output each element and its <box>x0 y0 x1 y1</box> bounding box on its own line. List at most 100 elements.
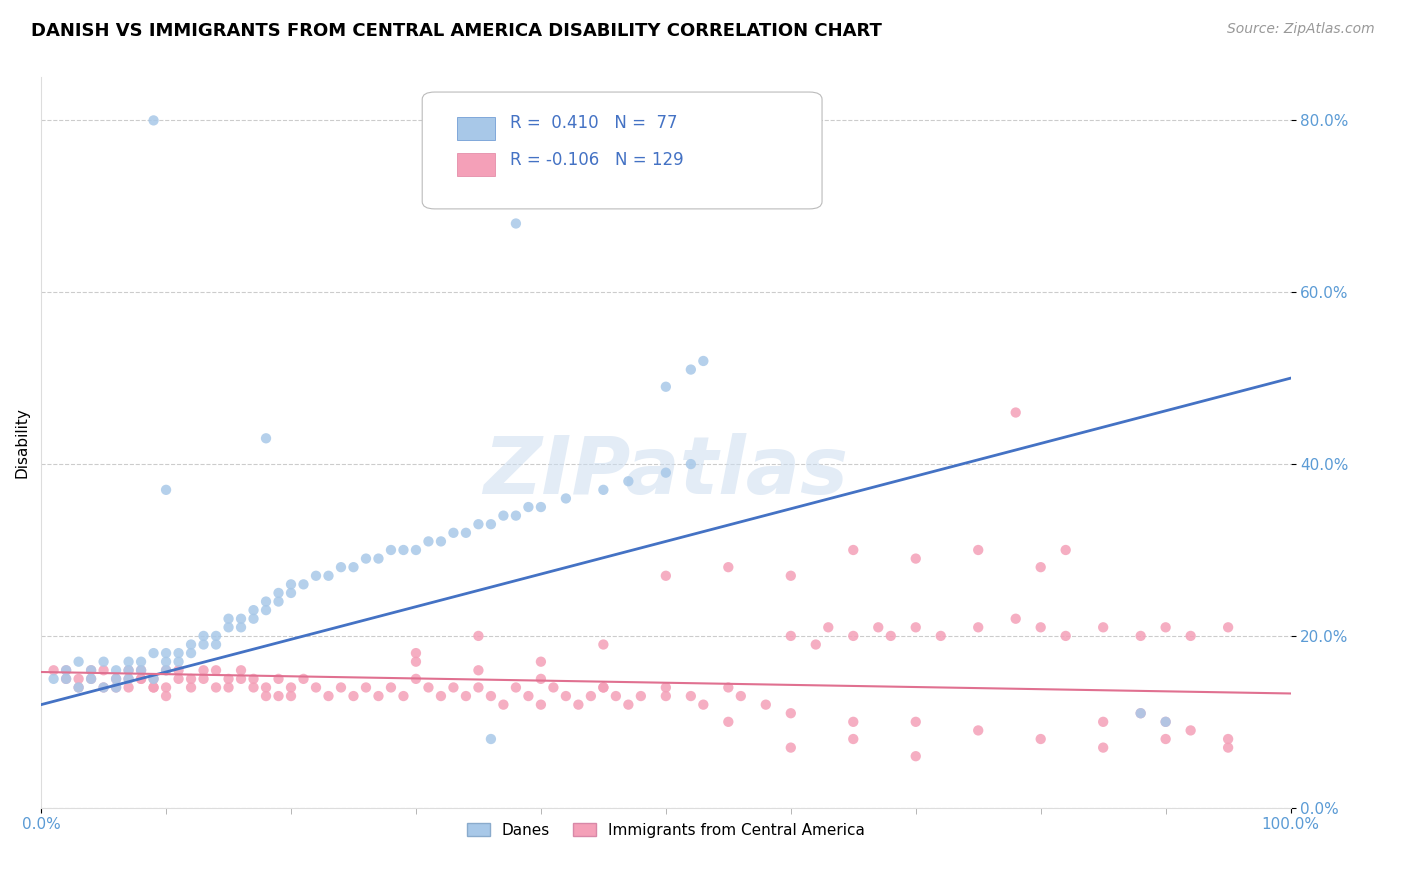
Point <box>679 457 702 471</box>
Point <box>155 646 177 660</box>
Point <box>117 672 139 686</box>
Point <box>1092 740 1115 755</box>
Point <box>129 663 152 677</box>
Point <box>1154 714 1177 729</box>
Point <box>967 620 990 634</box>
Point <box>342 560 364 574</box>
Text: R = -0.106   N = 129: R = -0.106 N = 129 <box>509 151 683 169</box>
Point <box>67 681 90 695</box>
Point <box>205 681 228 695</box>
Point <box>42 663 65 677</box>
Point <box>242 681 264 695</box>
Point <box>405 655 427 669</box>
Point <box>479 689 502 703</box>
Point <box>467 629 489 643</box>
Text: Source: ZipAtlas.com: Source: ZipAtlas.com <box>1227 22 1375 37</box>
Point <box>267 586 290 600</box>
Point <box>579 689 602 703</box>
Point <box>280 689 302 703</box>
Point <box>467 663 489 677</box>
Point <box>817 620 839 634</box>
Point <box>142 681 165 695</box>
FancyBboxPatch shape <box>457 117 495 139</box>
Point <box>1154 620 1177 634</box>
Point <box>605 689 627 703</box>
Point <box>505 508 527 523</box>
Point <box>167 655 190 669</box>
Point <box>254 603 277 617</box>
FancyBboxPatch shape <box>422 92 823 209</box>
Point <box>354 681 377 695</box>
Point <box>292 672 315 686</box>
Point <box>418 681 440 695</box>
Point <box>229 663 252 677</box>
Point <box>779 629 801 643</box>
Point <box>155 655 177 669</box>
Point <box>592 681 614 695</box>
Point <box>367 689 389 703</box>
Point <box>1029 731 1052 746</box>
Point <box>443 525 465 540</box>
Point <box>330 681 353 695</box>
Point <box>418 534 440 549</box>
Point <box>193 663 215 677</box>
Point <box>117 681 139 695</box>
Point <box>67 672 90 686</box>
Point <box>105 663 128 677</box>
Point <box>105 672 128 686</box>
Point <box>55 672 77 686</box>
Point <box>80 663 103 677</box>
Text: R =  0.410   N =  77: R = 0.410 N = 77 <box>509 114 678 132</box>
Point <box>55 663 77 677</box>
Point <box>193 672 215 686</box>
Point <box>454 525 477 540</box>
Point <box>1154 714 1177 729</box>
Point <box>155 681 177 695</box>
Point <box>142 113 165 128</box>
Point <box>80 672 103 686</box>
Point <box>129 672 152 686</box>
Point <box>105 681 128 695</box>
Point <box>267 689 290 703</box>
Point <box>617 475 640 489</box>
Point <box>567 698 589 712</box>
Point <box>155 483 177 497</box>
Point <box>254 689 277 703</box>
Point <box>967 543 990 558</box>
Point <box>717 560 740 574</box>
Point <box>717 681 740 695</box>
Point <box>904 551 927 566</box>
Point <box>105 672 128 686</box>
Point <box>93 681 115 695</box>
Point <box>180 681 202 695</box>
Point <box>180 672 202 686</box>
Point <box>318 689 340 703</box>
Point <box>267 594 290 608</box>
Point <box>1054 543 1077 558</box>
Point <box>592 638 614 652</box>
Point <box>117 672 139 686</box>
Point <box>1180 629 1202 643</box>
Point <box>392 689 415 703</box>
Point <box>229 612 252 626</box>
Point <box>430 689 453 703</box>
Point <box>67 681 90 695</box>
Text: ZIPatlas: ZIPatlas <box>484 433 848 511</box>
Point <box>117 663 139 677</box>
Point <box>80 663 103 677</box>
Point <box>55 672 77 686</box>
Point <box>105 681 128 695</box>
Point <box>218 612 240 626</box>
Point <box>142 672 165 686</box>
Point <box>592 483 614 497</box>
Point <box>479 731 502 746</box>
Point <box>218 620 240 634</box>
Point <box>280 681 302 695</box>
Point <box>467 681 489 695</box>
Point <box>779 740 801 755</box>
Point <box>167 672 190 686</box>
Point <box>779 568 801 582</box>
Point <box>530 698 553 712</box>
Point <box>1004 612 1026 626</box>
Point <box>479 517 502 532</box>
